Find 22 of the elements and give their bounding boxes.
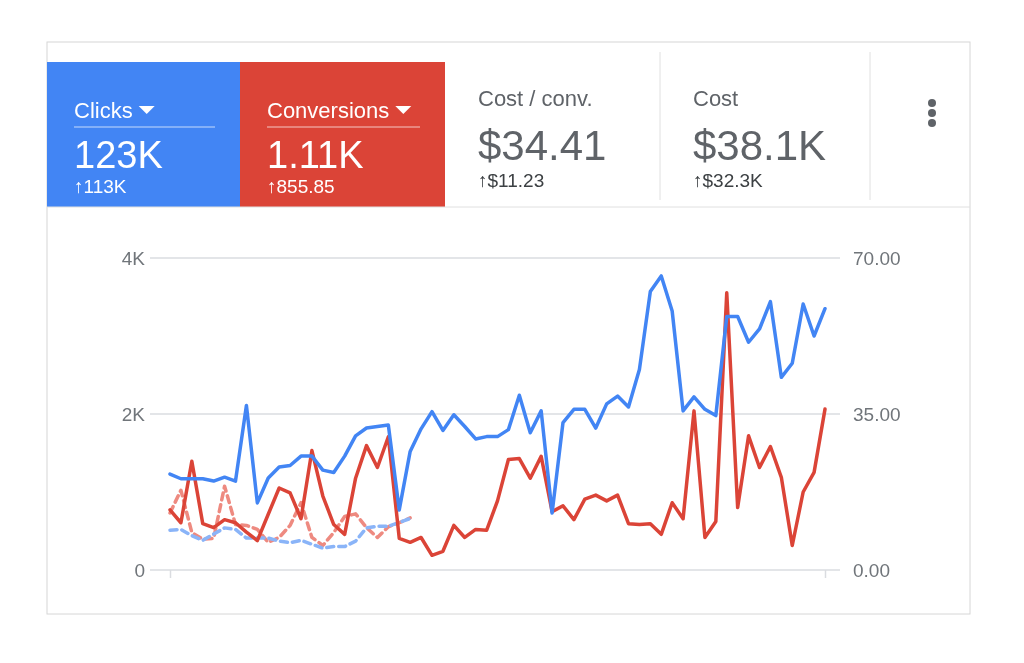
- text: Conversions: [267, 98, 390, 123]
- text: ↑113K: [74, 176, 127, 197]
- line-series: [168, 291, 827, 558]
- text: 1.11K: [267, 134, 364, 176]
- text: 123K: [74, 134, 163, 176]
- line-series: [168, 484, 412, 548]
- y-tick-label: 0: [134, 559, 145, 581]
- text: Cost: [693, 86, 739, 111]
- line-series: [168, 516, 412, 550]
- text: $38.1K: [693, 122, 827, 169]
- text: ↑$11.23: [478, 170, 545, 191]
- y2-tick-label: 70.00: [853, 247, 901, 269]
- text: Cost / conv.: [478, 86, 593, 111]
- text: $34.41: [478, 122, 607, 169]
- line-series: [168, 274, 827, 515]
- y-tick-label: 2K: [121, 403, 146, 425]
- text: Clicks: [74, 98, 133, 123]
- y2-tick-label: 35.00: [853, 403, 901, 425]
- text: ↑$32.3K: [693, 170, 764, 191]
- text: ↑855.85: [267, 176, 335, 197]
- y-tick-label: 4K: [121, 247, 146, 269]
- y2-tick-label: 0.00: [853, 559, 890, 581]
